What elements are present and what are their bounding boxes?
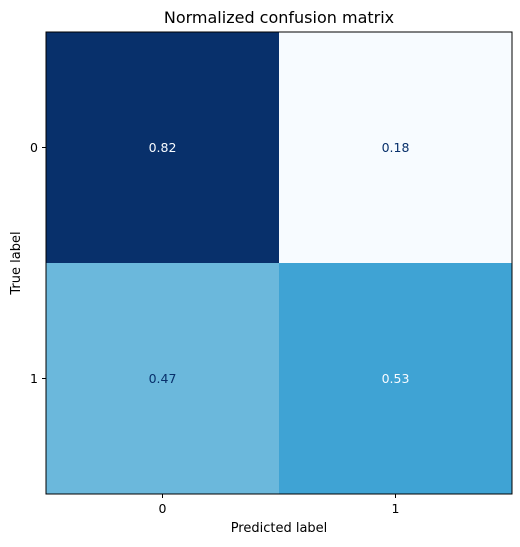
x-axis-label: Predicted label [231,521,328,536]
heatmap-cell-r0-c0 [46,32,279,263]
cell-value-label-r1-c0: 0.47 [149,371,177,386]
heatmap-cell-labels: 0.82 0.18 0.47 0.53 [149,140,410,386]
heatmap-cells [46,32,512,494]
heatmap-cell-r1-c1 [279,263,512,494]
cell-value-label-r0-c0: 0.82 [149,140,177,155]
y-tick-label-0: 0 [30,140,38,155]
x-tick-label-0: 0 [159,501,167,516]
y-axis-ticks: 01 [30,140,46,386]
chart-title: Normalized confusion matrix [164,8,394,27]
plot-frame [45,31,513,495]
x-tick-label-1: 1 [392,501,400,516]
cell-value-label-r0-c1: 0.18 [382,140,410,155]
y-tick-label-1: 1 [30,371,38,386]
heatmap-cell-r0-c1 [279,32,512,263]
y-axis-label: True label [9,231,24,295]
heatmap-cell-r1-c0 [46,263,279,494]
cell-value-label-r1-c1: 0.53 [382,371,410,386]
